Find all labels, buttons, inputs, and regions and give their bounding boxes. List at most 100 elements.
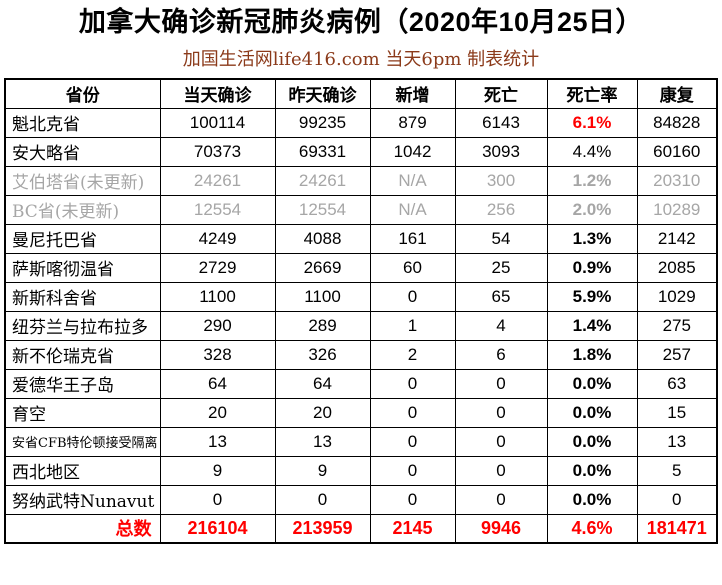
- today-confirmed-cell: 64: [159, 368, 276, 399]
- province-cell: 萨斯喀彻温省: [4, 252, 161, 283]
- death-rate-cell: 2.0%: [546, 194, 638, 225]
- recovered-cell: 63: [636, 368, 718, 399]
- covid-stats-table: 省份 当天确诊 昨天确诊 新增 死亡 死亡率 康复 魁北克省 100114 9923…: [4, 78, 718, 545]
- deaths-cell: 4: [454, 310, 548, 341]
- deaths-cell: 65: [454, 281, 548, 312]
- header-recovered: 康复: [636, 78, 718, 109]
- recovered-cell: 2142: [636, 223, 718, 254]
- table-row: 安省CFB特伦顿接受隔离 13 13 0 0 0.0% 13: [4, 426, 718, 457]
- today-confirmed-cell: 13: [159, 426, 276, 457]
- province-cell: 安省CFB特伦顿接受隔离: [4, 426, 161, 457]
- deaths-cell: 0: [454, 397, 548, 428]
- total-label: 总数: [4, 513, 161, 544]
- header-province: 省份: [4, 78, 161, 109]
- province-cell: 新斯科舍省: [4, 281, 161, 312]
- province-cell: 努纳武特Nunavut: [4, 484, 161, 515]
- table-row: 萨斯喀彻温省 2729 2669 60 25 0.9% 2085: [4, 252, 718, 283]
- death-rate-cell: 5.9%: [546, 281, 638, 312]
- recovered-cell: 20310: [636, 165, 718, 196]
- page-title: 加拿大确诊新冠肺炎病例（2020年10月25日）: [78, 7, 644, 37]
- province-cell: 安大略省: [4, 136, 161, 167]
- today-confirmed-cell: 290: [159, 310, 276, 341]
- new-cases-cell: 0: [369, 281, 456, 312]
- deaths-cell: 0: [454, 455, 548, 486]
- today-confirmed-cell: 100114: [159, 107, 276, 138]
- province-cell: 西北地区: [4, 455, 161, 486]
- header-row: 省份 当天确诊 昨天确诊 新增 死亡 死亡率 康复: [4, 78, 718, 109]
- death-rate-cell: 1.2%: [546, 165, 638, 196]
- death-rate-cell: 6.1%: [546, 107, 638, 138]
- yesterday-confirmed-cell: 99235: [274, 107, 371, 138]
- province-cell: 曼尼托巴省: [4, 223, 161, 254]
- province-cell: 魁北克省: [4, 107, 161, 138]
- recovered-cell: 1029: [636, 281, 718, 312]
- recovered-cell: 275: [636, 310, 718, 341]
- recovered-cell: 13: [636, 426, 718, 457]
- today-confirmed-cell: 2729: [159, 252, 276, 283]
- table-row: 爱德华王子岛 64 64 0 0 0.0% 63: [4, 368, 718, 399]
- today-confirmed-cell: 12554: [159, 194, 276, 225]
- death-rate-cell: 0.0%: [546, 397, 638, 428]
- new-cases-cell: 2: [369, 339, 456, 370]
- yesterday-confirmed-cell: 326: [274, 339, 371, 370]
- total-today-confirmed: 216104: [159, 513, 276, 544]
- table-row: 努纳武特Nunavut 0 0 0 0 0.0% 0: [4, 484, 718, 515]
- new-cases-cell: 161: [369, 223, 456, 254]
- new-cases-cell: 60: [369, 252, 456, 283]
- total-row: 总数 216104 213959 2145 9946 4.6% 181471: [4, 513, 718, 544]
- table-row: 新不伦瑞克省 328 326 2 6 1.8% 257: [4, 339, 718, 370]
- table-row: 曼尼托巴省 4249 4088 161 54 1.3% 2142: [4, 223, 718, 254]
- yesterday-confirmed-cell: 1100: [274, 281, 371, 312]
- new-cases-cell: 1: [369, 310, 456, 341]
- province-cell: 育空: [4, 397, 161, 428]
- death-rate-cell: 0.0%: [546, 455, 638, 486]
- table-row: 艾伯塔省(未更新) 24261 24261 N/A 300 1.2% 20310: [4, 165, 718, 196]
- new-cases-cell: 0: [369, 397, 456, 428]
- header-deaths: 死亡: [454, 78, 548, 109]
- death-rate-cell: 1.8%: [546, 339, 638, 370]
- province-cell: 艾伯塔省(未更新): [4, 165, 161, 196]
- province-cell: BC省(未更新): [4, 194, 161, 225]
- header-death-rate: 死亡率: [546, 78, 638, 109]
- yesterday-confirmed-cell: 0: [274, 484, 371, 515]
- deaths-cell: 6: [454, 339, 548, 370]
- table-row: 新斯科舍省 1100 1100 0 65 5.9% 1029: [4, 281, 718, 312]
- header-today-confirmed: 当天确诊: [159, 78, 276, 109]
- yesterday-confirmed-cell: 69331: [274, 136, 371, 167]
- total-yesterday-confirmed: 213959: [274, 513, 371, 544]
- death-rate-cell: 4.4%: [546, 136, 638, 167]
- table-row: 安大略省 70373 69331 1042 3093 4.4% 60160: [4, 136, 718, 167]
- deaths-cell: 256: [454, 194, 548, 225]
- total-recovered: 181471: [636, 513, 718, 544]
- death-rate-cell: 1.3%: [546, 223, 638, 254]
- table-row: BC省(未更新) 12554 12554 N/A 256 2.0% 10289: [4, 194, 718, 225]
- recovered-cell: 84828: [636, 107, 718, 138]
- today-confirmed-cell: 328: [159, 339, 276, 370]
- recovered-cell: 5: [636, 455, 718, 486]
- deaths-cell: 0: [454, 426, 548, 457]
- deaths-cell: 0: [454, 368, 548, 399]
- death-rate-cell: 0.0%: [546, 484, 638, 515]
- total-death-rate: 4.6%: [546, 513, 638, 544]
- new-cases-cell: 0: [369, 455, 456, 486]
- deaths-cell: 25: [454, 252, 548, 283]
- table-body: 魁北克省 100114 99235 879 6143 6.1% 84828 安大略省 70373…: [4, 107, 718, 515]
- header-yesterday-confirmed: 昨天确诊: [274, 78, 371, 109]
- today-confirmed-cell: 4249: [159, 223, 276, 254]
- death-rate-cell: 0.9%: [546, 252, 638, 283]
- today-confirmed-cell: 70373: [159, 136, 276, 167]
- province-cell: 新不伦瑞克省: [4, 339, 161, 370]
- yesterday-confirmed-cell: 20: [274, 397, 371, 428]
- recovered-cell: 0: [636, 484, 718, 515]
- death-rate-cell: 0.0%: [546, 426, 638, 457]
- yesterday-confirmed-cell: 64: [274, 368, 371, 399]
- recovered-cell: 15: [636, 397, 718, 428]
- death-rate-cell: 1.4%: [546, 310, 638, 341]
- table-row: 魁北克省 100114 99235 879 6143 6.1% 84828: [4, 107, 718, 138]
- yesterday-confirmed-cell: 12554: [274, 194, 371, 225]
- new-cases-cell: N/A: [369, 165, 456, 196]
- total-new-cases: 2145: [369, 513, 456, 544]
- new-cases-cell: 0: [369, 484, 456, 515]
- table-row: 纽芬兰与拉布拉多 290 289 1 4 1.4% 275: [4, 310, 718, 341]
- province-cell: 纽芬兰与拉布拉多: [4, 310, 161, 341]
